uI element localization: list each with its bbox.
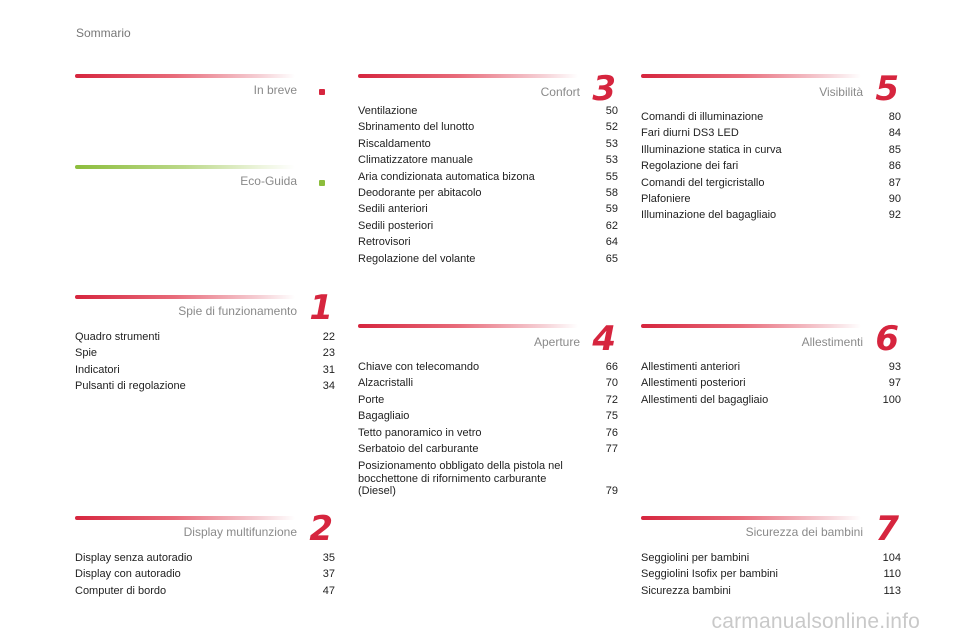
toc-item[interactable]: Regolazione del volante 65 [358, 252, 618, 265]
section-in-breve[interactable]: In breve [75, 72, 335, 102]
section-title: Display multifunzione [183, 525, 297, 539]
section-title: Aperture [533, 335, 580, 349]
toc-list: Chiave con telecomando 66 Alzacristalli 70… [358, 359, 618, 498]
section-number: 4 [592, 319, 616, 359]
toc-item[interactable]: Sicurezza bambini 113 [641, 584, 901, 597]
section-title: In breve [253, 83, 297, 97]
section-band [75, 165, 295, 169]
toc-item[interactable]: Display con autoradio 37 [75, 568, 335, 581]
section-spie-di-funzionamento: Spie di funzionamento 1 Quadro strumenti… [75, 288, 335, 403]
section-band [75, 295, 295, 299]
section-marker-icon [319, 180, 325, 186]
section-title: Allestimenti [801, 335, 863, 349]
toc-list: Display senza autoradio 35 Display con au… [75, 550, 335, 599]
toc-list: Ventilazione 50 Sbrinamento del lunotto 52… [358, 103, 618, 267]
toc-item[interactable]: Plafoniere 90 [641, 193, 901, 206]
toc-item[interactable]: Retrovisori 64 [358, 236, 618, 249]
toc-item[interactable]: Allestimenti del bagagliaio 100 [641, 393, 901, 406]
section-eco-guida[interactable]: Eco-Guida [75, 163, 335, 193]
toc-item[interactable]: Allestimenti posteriori 97 [641, 377, 901, 390]
section-aperture: Aperture 4 Chiave con telecomando 66 Alza… [358, 322, 618, 512]
toc-item[interactable]: Computer di bordo 47 [75, 584, 335, 597]
section-number: 3 [592, 69, 616, 109]
watermark: carmanualsonline.info [711, 610, 920, 633]
section-number: 1 [309, 288, 333, 328]
section-title: Eco-Guida [240, 174, 297, 188]
section-sicurezza-dei-bambini: Sicurezza dei bambini 7 Seggiolini per b… [641, 509, 901, 604]
toc-item[interactable]: Illuminazione del bagagliaio 92 [641, 209, 901, 222]
toc-item[interactable]: Climatizzatore manuale 53 [358, 154, 618, 167]
section-band [641, 516, 861, 520]
toc-item[interactable]: Chiave con telecomando 66 [358, 361, 618, 373]
section-marker-icon [319, 89, 325, 95]
page-header: Sommario [76, 26, 131, 40]
section-display-multifunzione: Display multifunzione 2 Display senza au… [75, 509, 335, 604]
section-number: 7 [875, 509, 899, 549]
section-title: Sicurezza dei bambini [745, 525, 863, 539]
section-band [641, 324, 861, 328]
section-visibilita: Visibilità 5 Comandi di illuminazione 80 … [641, 72, 901, 232]
section-number: 6 [875, 319, 899, 359]
section-title: Confort [540, 85, 580, 99]
toc-list: Allestimenti anteriori 93 Allestimenti po… [641, 359, 901, 408]
section-band [641, 74, 861, 78]
toc-item[interactable]: Tetto panoramico in vetro 76 [358, 426, 618, 439]
section-number: 2 [309, 509, 333, 549]
section-band [358, 74, 578, 78]
toc-item[interactable]: Alzacristalli 70 [358, 377, 618, 390]
toc-item[interactable]: Sbrinamento del lunotto 52 [358, 121, 618, 134]
toc-item[interactable]: Porte 72 [358, 393, 618, 406]
toc-item[interactable]: Quadro strumenti 22 [75, 331, 335, 343]
toc-item[interactable]: Illuminazione statica in curva 85 [641, 143, 901, 156]
toc-item[interactable]: Riscaldamento 53 [358, 137, 618, 150]
toc-item[interactable]: Seggiolini Isofix per bambini 110 [641, 568, 901, 581]
toc-item[interactable]: Spie 23 [75, 347, 335, 360]
toc-item[interactable]: Comandi di illuminazione 80 [641, 111, 901, 123]
section-band [75, 74, 295, 78]
section-title: Visibilità [819, 85, 863, 99]
toc-list: Comandi di illuminazione 80 Fari diurni D… [641, 109, 901, 224]
toc-item[interactable]: Regolazione dei fari 86 [641, 160, 901, 173]
toc-item[interactable]: Allestimenti anteriori 93 [641, 361, 901, 373]
toc-item[interactable]: Fari diurni DS3 LED 84 [641, 127, 901, 140]
toc-list: Quadro strumenti 22 Spie 23 Indicatori 31 P… [75, 329, 335, 395]
section-title: Spie di funzionamento [178, 304, 297, 318]
toc-item[interactable]: Seggiolini per bambini 104 [641, 552, 901, 564]
section-confort: Confort 3 Ventilazione 50 Sbrinamento del… [358, 72, 618, 272]
toc-list: Seggiolini per bambini 104 Seggiolini Iso… [641, 550, 901, 599]
toc-item[interactable]: Indicatori 31 [75, 363, 335, 376]
toc-item[interactable]: Deodorante per abitacolo 58 [358, 187, 618, 200]
toc-item[interactable]: Aria condizionata automatica bizona 55 [358, 170, 618, 183]
section-allestimenti: Allestimenti 6 Allestimenti anteriori 93 … [641, 322, 901, 422]
section-band [75, 516, 295, 520]
toc-item[interactable]: Ventilazione 50 [358, 105, 618, 117]
toc-item[interactable]: Posizionamento obbligato della pistola n… [358, 460, 618, 498]
toc-item[interactable]: Display senza autoradio 35 [75, 552, 335, 564]
toc-item[interactable]: Bagagliaio 75 [358, 410, 618, 423]
toc-item[interactable]: Sedili anteriori 59 [358, 203, 618, 216]
toc-item[interactable]: Pulsanti di regolazione 34 [75, 380, 335, 393]
toc-item[interactable]: Sedili posteriori 62 [358, 219, 618, 232]
toc-item[interactable]: Comandi del tergicristallo 87 [641, 176, 901, 189]
section-number: 5 [875, 69, 899, 109]
toc-item[interactable]: Serbatoio del carburante 77 [358, 443, 618, 456]
section-band [358, 324, 578, 328]
